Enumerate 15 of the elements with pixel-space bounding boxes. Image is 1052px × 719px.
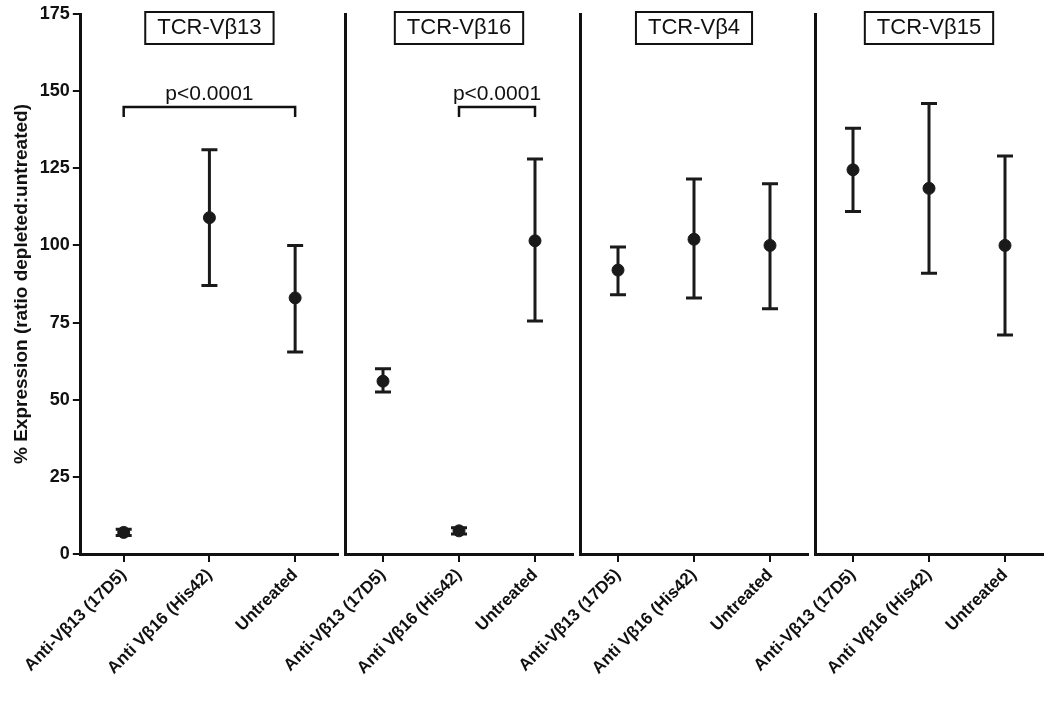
y-tick-label: 25 <box>49 465 70 486</box>
y-tick-label: 125 <box>39 157 70 178</box>
chart-title: TCR-Vβ15 <box>876 14 982 40</box>
y-tick-label: 0 <box>59 542 70 563</box>
y-tick-label: 50 <box>49 388 70 409</box>
y-tick-label: 150 <box>39 80 70 101</box>
chart-title: TCR-Vβ16 <box>406 14 512 40</box>
y-tick-label: 100 <box>39 234 70 255</box>
annotation: p<0.0001 <box>165 81 254 105</box>
y-tick-label: 175 <box>39 2 70 23</box>
y-axis-title: % Expression (ratio depleted:untreated) <box>9 103 31 465</box>
annotation: p<0.0001 <box>452 81 542 105</box>
y-tick-label: 75 <box>49 311 70 332</box>
chart-title: TCR-Vβ4 <box>647 14 741 40</box>
chart-title: TCR-Vβ13 <box>157 14 262 40</box>
